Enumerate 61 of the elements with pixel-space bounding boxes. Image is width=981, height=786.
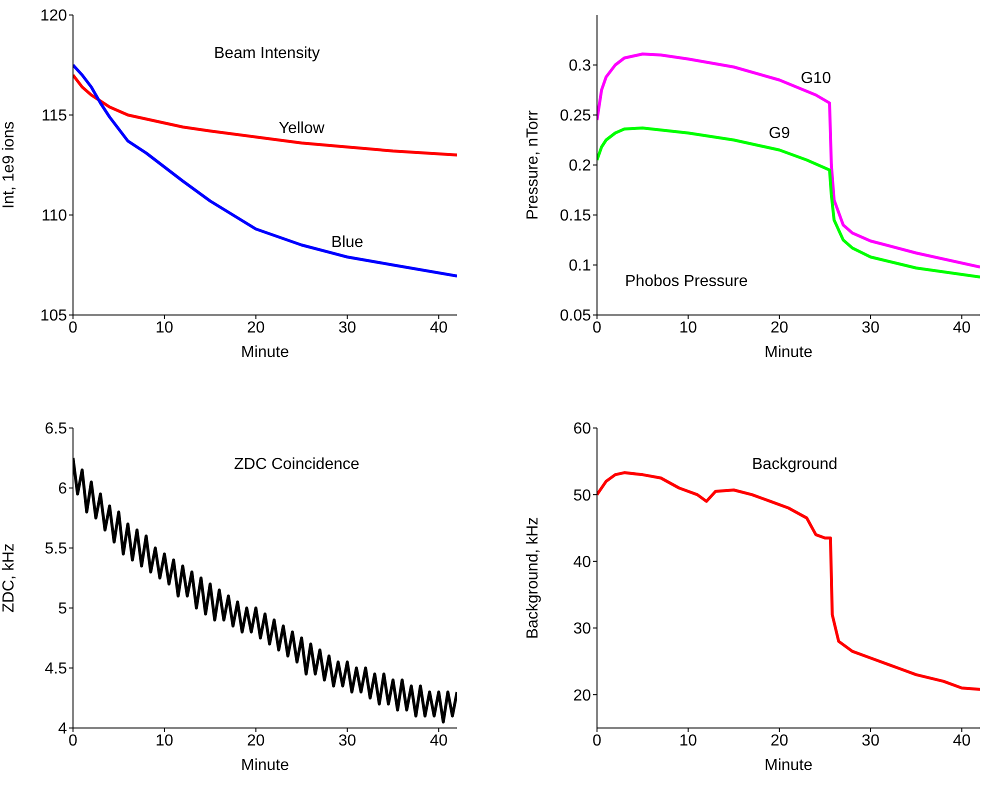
line-series — [73, 74, 457, 156]
y-tick-label: 0.1 — [568, 258, 592, 275]
y-tick-label: 60 — [573, 420, 592, 438]
x-axis-title: Minute — [240, 757, 290, 774]
y-tick-label: 0.15 — [560, 208, 592, 225]
x-tick-label: 0 — [592, 319, 602, 336]
x-tick-label: 10 — [156, 732, 174, 750]
series-label: G10 — [800, 70, 832, 87]
text: Background — [752, 456, 838, 474]
x-tick-label: 0 — [68, 732, 78, 750]
x-tick-label: 30 — [338, 732, 356, 750]
x-tick-label: 30 — [862, 732, 880, 750]
x-axis-title: Minute — [764, 344, 813, 361]
y-tick-label: 6.5 — [44, 420, 68, 438]
y-tick-label: 5.5 — [44, 540, 68, 558]
x-tick-label: 20 — [770, 732, 788, 750]
x-tick-label: 10 — [156, 319, 174, 336]
x-tick-label: 0 — [68, 319, 78, 336]
text: Phobos Pressure — [625, 273, 748, 291]
y-tick-label: 50 — [573, 487, 592, 504]
y-tick-label: 105 — [40, 308, 68, 325]
line-series — [597, 52, 980, 268]
y-axis-title: Pressure, nTorr — [524, 110, 542, 220]
x-tick-label: 0 — [592, 732, 602, 750]
y-tick-label: 4 — [58, 720, 68, 738]
series-label: Yellow — [278, 120, 325, 137]
x-tick-label: 20 — [246, 732, 265, 750]
y-tick-label: 110 — [41, 208, 68, 225]
y-tick-label: 40 — [573, 554, 592, 572]
y-tick-label: 30 — [573, 620, 592, 638]
x-tick-label: 10 — [679, 732, 698, 750]
x-tick-label: 30 — [338, 319, 356, 336]
x-tick-label: 40 — [430, 319, 448, 336]
y-tick-label: 0.3 — [568, 58, 592, 75]
line-series — [597, 471, 980, 691]
x-tick-label: 10 — [679, 319, 698, 336]
x-tick-label: 40 — [430, 732, 448, 750]
line-series — [73, 64, 457, 278]
y-tick-label: 6 — [58, 480, 68, 498]
y-tick-label: 0.25 — [560, 108, 592, 125]
x-tick-label: 30 — [862, 319, 880, 336]
y-axis-title: Background, kHz — [524, 517, 542, 639]
text: ZDC Coincidence — [234, 456, 360, 474]
x-axis-title: Minute — [764, 757, 813, 774]
x-axis-title: Minute — [240, 344, 290, 361]
x-tick-label: 40 — [952, 732, 971, 750]
y-axis-title: ZDC, kHz — [0, 543, 18, 613]
y-tick-label: 5 — [58, 600, 68, 618]
y-tick-label: 115 — [41, 108, 68, 125]
x-tick-label: 20 — [770, 319, 788, 336]
series-label: Blue — [331, 234, 364, 251]
y-tick-label: 0.2 — [568, 158, 592, 175]
series-label: G9 — [768, 125, 790, 142]
y-tick-label: 120 — [40, 8, 68, 25]
y-tick-label: 20 — [573, 687, 592, 704]
text: Beam Intensity — [214, 45, 320, 63]
y-tick-label: 0.05 — [560, 308, 592, 325]
y-axis-title: Int, 1e9 ions — [0, 121, 18, 209]
y-tick-label: 4.5 — [44, 660, 68, 678]
x-tick-label: 20 — [246, 319, 265, 336]
x-tick-label: 40 — [952, 319, 971, 336]
